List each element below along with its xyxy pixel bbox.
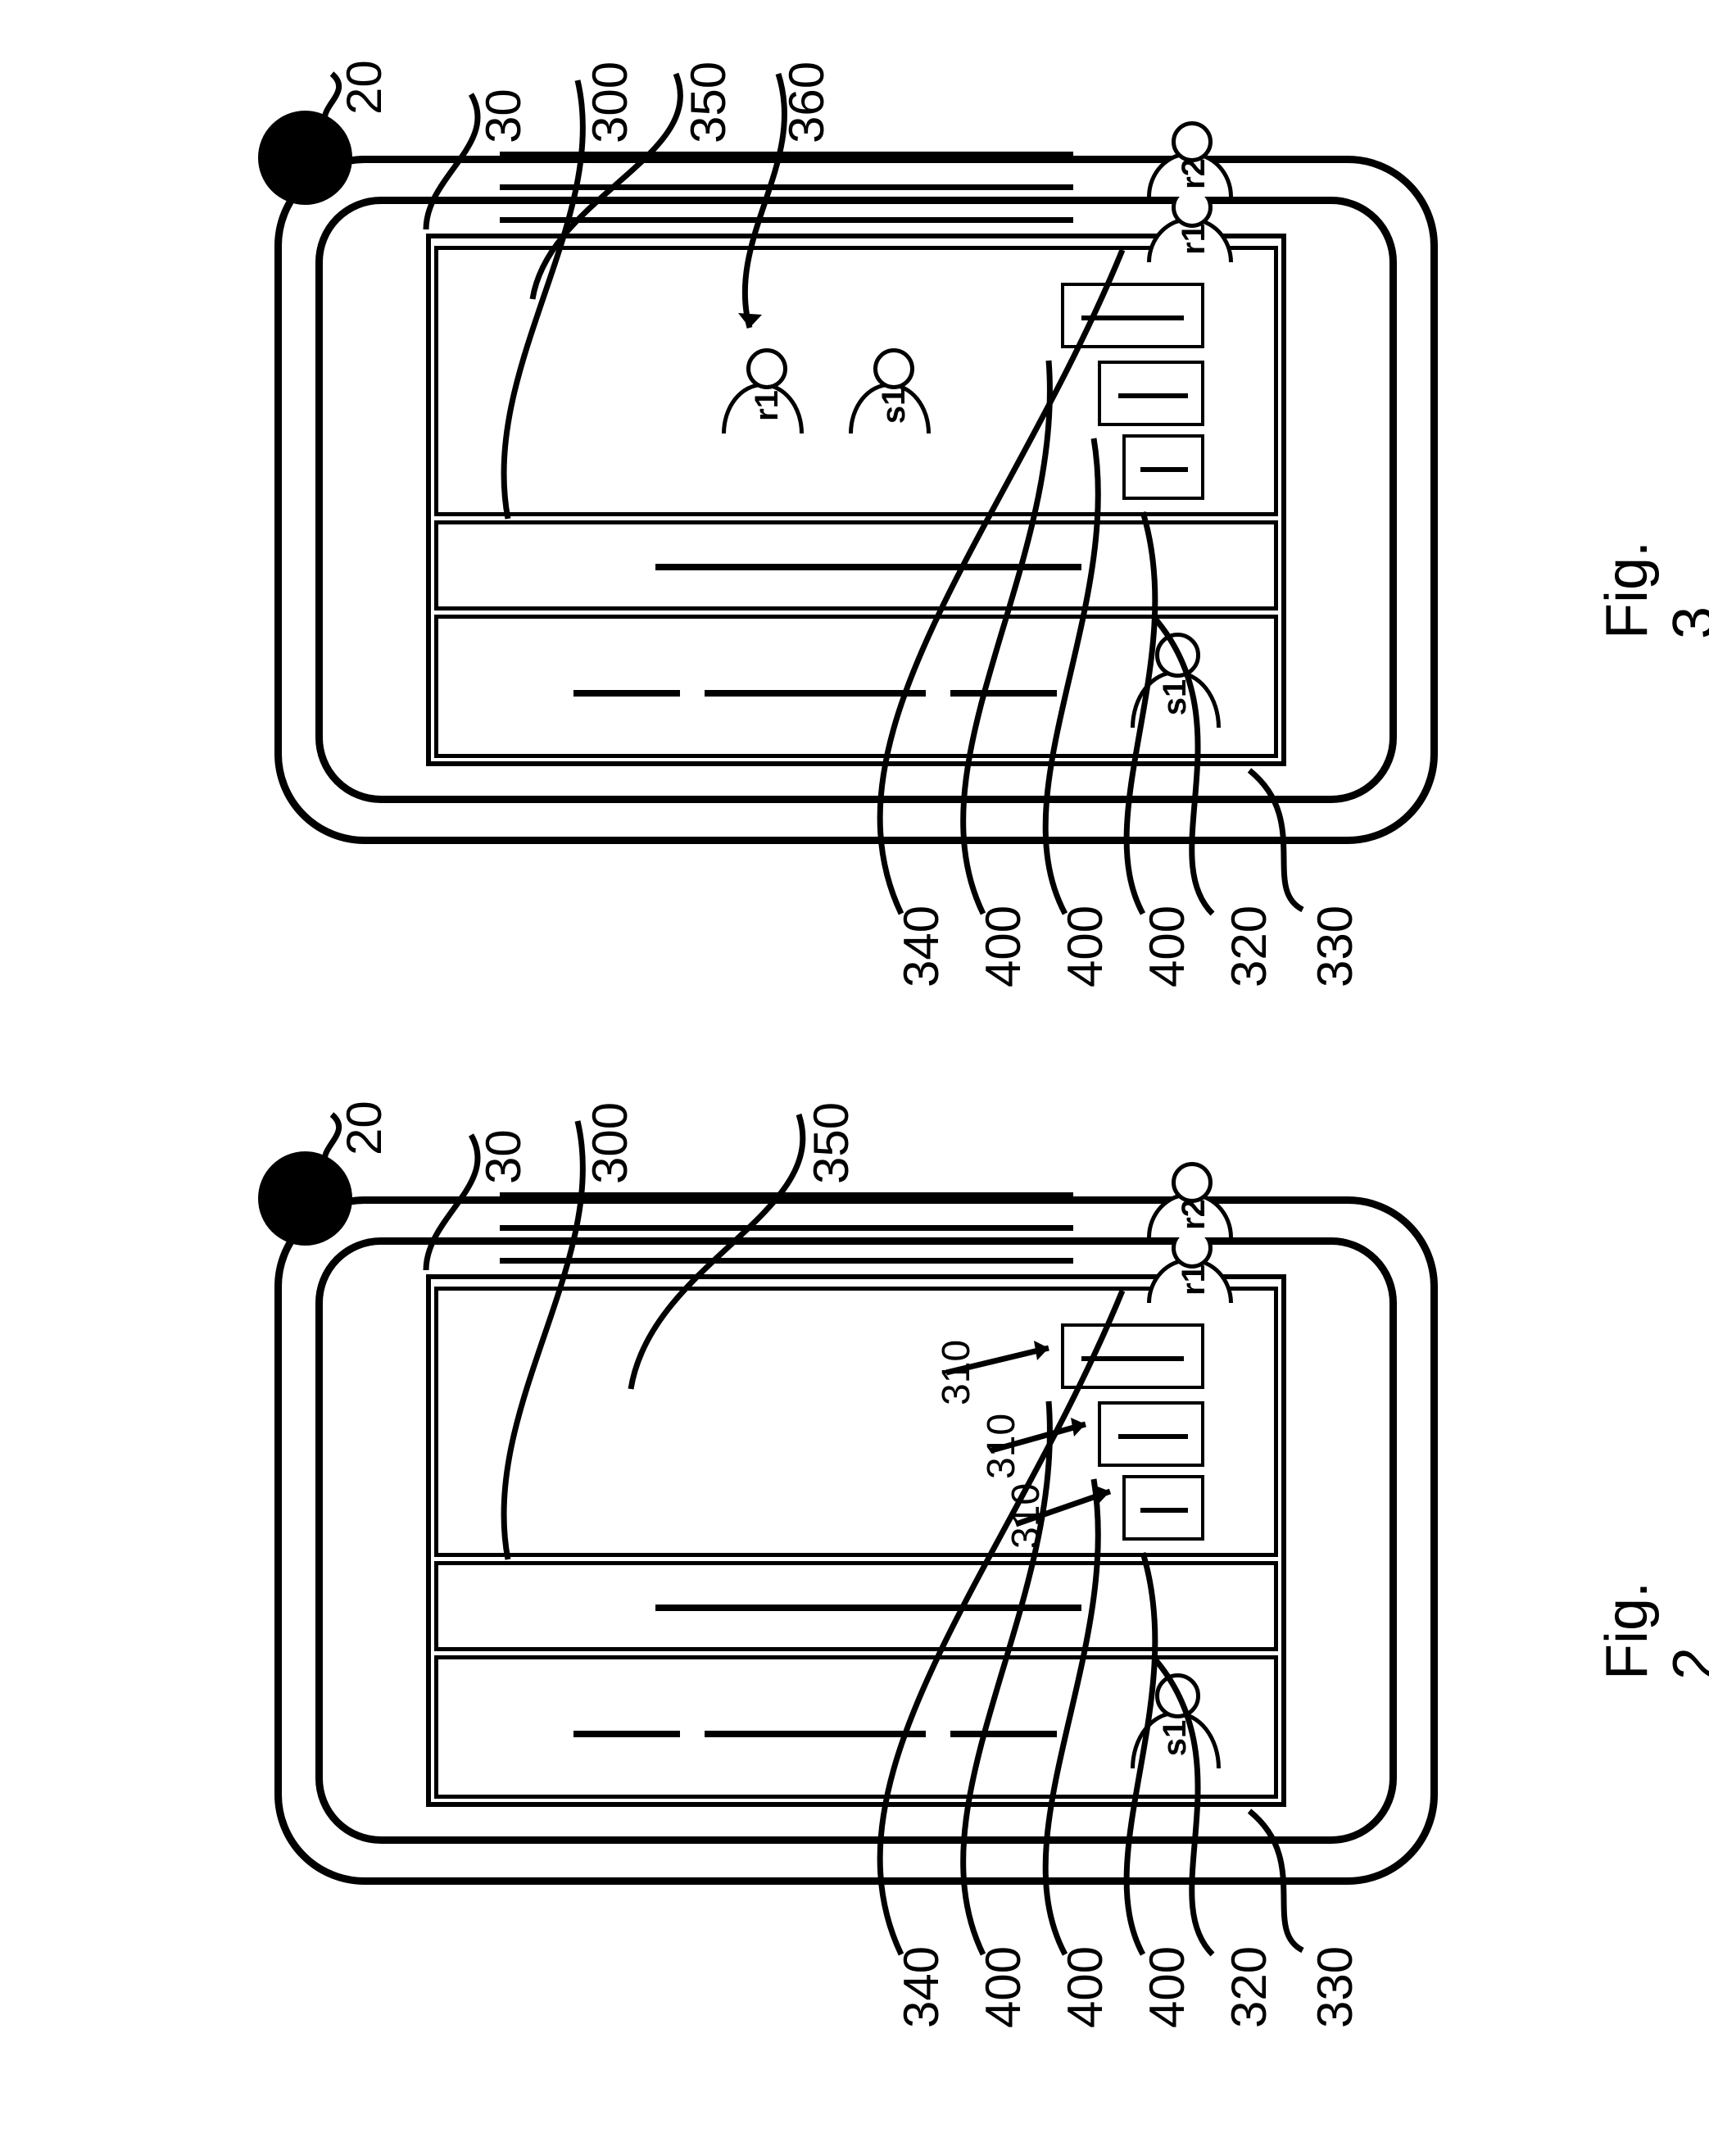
fig2-person-r2-label: r2 bbox=[1176, 1194, 1208, 1235]
fig3-caption: Fig. 3 bbox=[1593, 541, 1709, 639]
fig2-caption: Fig. 2 bbox=[1593, 1582, 1709, 1680]
fig2-person-r2: r2 bbox=[1131, 1164, 1253, 1229]
fig3-person-r1: r1 bbox=[1131, 188, 1253, 254]
page: Fig. 2 s1 310 bbox=[33, 33, 1676, 2123]
fig2-lead-30 bbox=[410, 1135, 500, 1274]
fig2-person-r1-label: r1 bbox=[1176, 1260, 1208, 1300]
fig2-lead-300 bbox=[487, 1121, 610, 1564]
fig2-lead-20 bbox=[299, 1114, 365, 1209]
fig2-lead-340 bbox=[815, 1282, 1135, 1963]
fig3-mid-r1-label: r1 bbox=[749, 386, 782, 425]
fig2-lead-350 bbox=[619, 1114, 832, 1393]
fig3-person-r2: r2 bbox=[1131, 123, 1253, 188]
fig2-person-r1: r1 bbox=[1131, 1229, 1253, 1295]
figure-2: Fig. 2 s1 310 bbox=[33, 1106, 1676, 2073]
fig3-mid-r1: r1 bbox=[709, 348, 819, 434]
fig2-330-line-a bbox=[573, 1731, 680, 1737]
figure-3: Fig. 3 s1 s1 bbox=[33, 66, 1676, 1033]
